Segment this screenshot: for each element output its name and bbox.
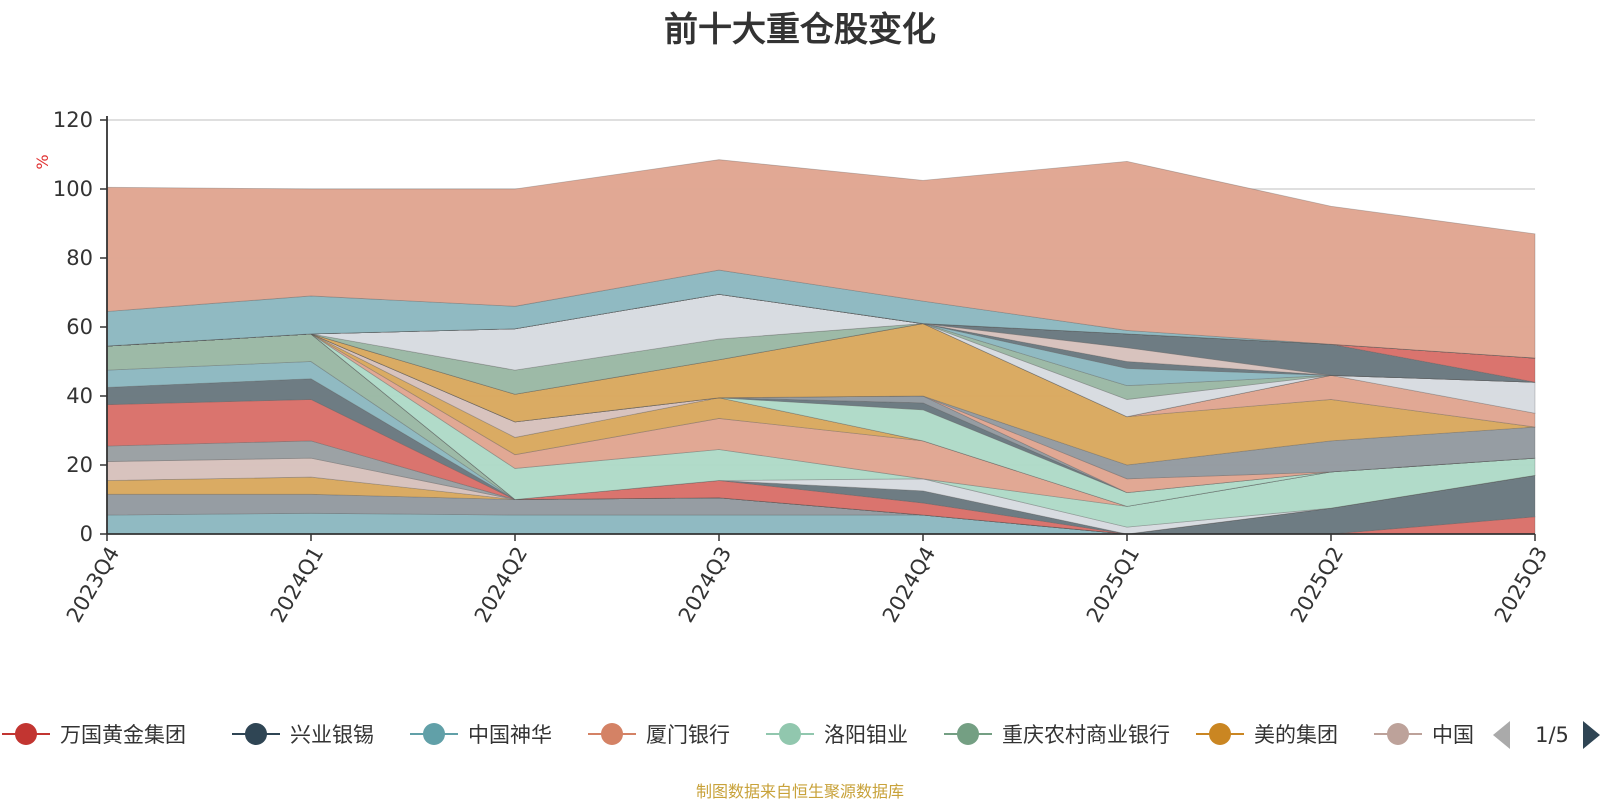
- legend-label: 万国黄金集团: [60, 723, 186, 747]
- x-tick-label: 2025Q2: [1286, 543, 1348, 627]
- legend-label: 洛阳钼业: [824, 723, 908, 747]
- legend-item[interactable]: 洛阳钼业: [766, 723, 908, 747]
- legend-item[interactable]: 万国黄金集团: [2, 723, 186, 747]
- legend-item[interactable]: 中国神华: [410, 723, 552, 747]
- legend-label: 中国: [1432, 723, 1474, 747]
- legend-label: 美的集团: [1254, 723, 1338, 747]
- legend-item[interactable]: 美的集团: [1196, 723, 1338, 747]
- y-tick-label: 60: [66, 315, 93, 339]
- legend-items: 万国黄金集团 兴业银锡 中国神华 厦门银行 洛阳钼业 重庆农村商业银行 美的集团 中国: [2, 723, 1474, 747]
- legend-marker: [1209, 723, 1231, 745]
- x-tick-label: 2024Q4: [878, 543, 940, 627]
- legend-marker: [601, 723, 623, 745]
- x-tick-label: 2024Q3: [674, 543, 736, 627]
- y-tick-label: 80: [66, 246, 93, 270]
- legend: 万国黄金集团 兴业银锡 中国神华 厦门银行 洛阳钼业 重庆农村商业银行 美的集团 中国 1/5: [2, 721, 1600, 749]
- y-tick-label: 100: [53, 177, 93, 201]
- legend-item[interactable]: 中国: [1374, 723, 1474, 747]
- x-tick-label: 2025Q1: [1082, 543, 1144, 627]
- legend-label: 厦门银行: [646, 723, 730, 747]
- legend-marker: [245, 723, 267, 745]
- legend-page-indicator: 1/5: [1535, 723, 1569, 747]
- x-tick-label: 2024Q1: [266, 543, 328, 627]
- legend-label: 兴业银锡: [290, 723, 374, 747]
- legend-item[interactable]: 兴业银锡: [232, 723, 374, 747]
- legend-label: 中国神华: [468, 723, 552, 747]
- legend-item[interactable]: 重庆农村商业银行: [944, 723, 1170, 747]
- legend-item[interactable]: 厦门银行: [588, 723, 730, 747]
- legend-marker: [15, 723, 37, 745]
- legend-marker: [779, 723, 801, 745]
- area-series[interactable]: [106, 159, 1536, 359]
- legend-marker: [1387, 723, 1409, 745]
- y-tick-label: 40: [66, 384, 93, 408]
- legend-marker: [957, 723, 979, 745]
- x-tick-label: 2024Q2: [470, 543, 532, 627]
- y-tick-label: 0: [80, 522, 93, 546]
- y-axis-label: %: [33, 154, 52, 169]
- chart-title: 前十大重仓股变化: [664, 10, 936, 50]
- area-layer: [106, 159, 1536, 535]
- x-tick-label: 2025Q3: [1490, 543, 1552, 627]
- y-tick-label: 20: [66, 453, 93, 477]
- source-note: 制图数据来自恒生聚源数据库: [695, 782, 904, 801]
- y-tick-label: 120: [53, 108, 93, 132]
- legend-label: 重庆农村商业银行: [1002, 723, 1170, 747]
- legend-marker: [423, 723, 445, 745]
- area-series[interactable]: [106, 378, 1536, 535]
- legend-prev-icon[interactable]: [1493, 721, 1510, 749]
- x-tick-label: 2023Q4: [62, 543, 124, 627]
- legend-next-icon[interactable]: [1583, 721, 1600, 749]
